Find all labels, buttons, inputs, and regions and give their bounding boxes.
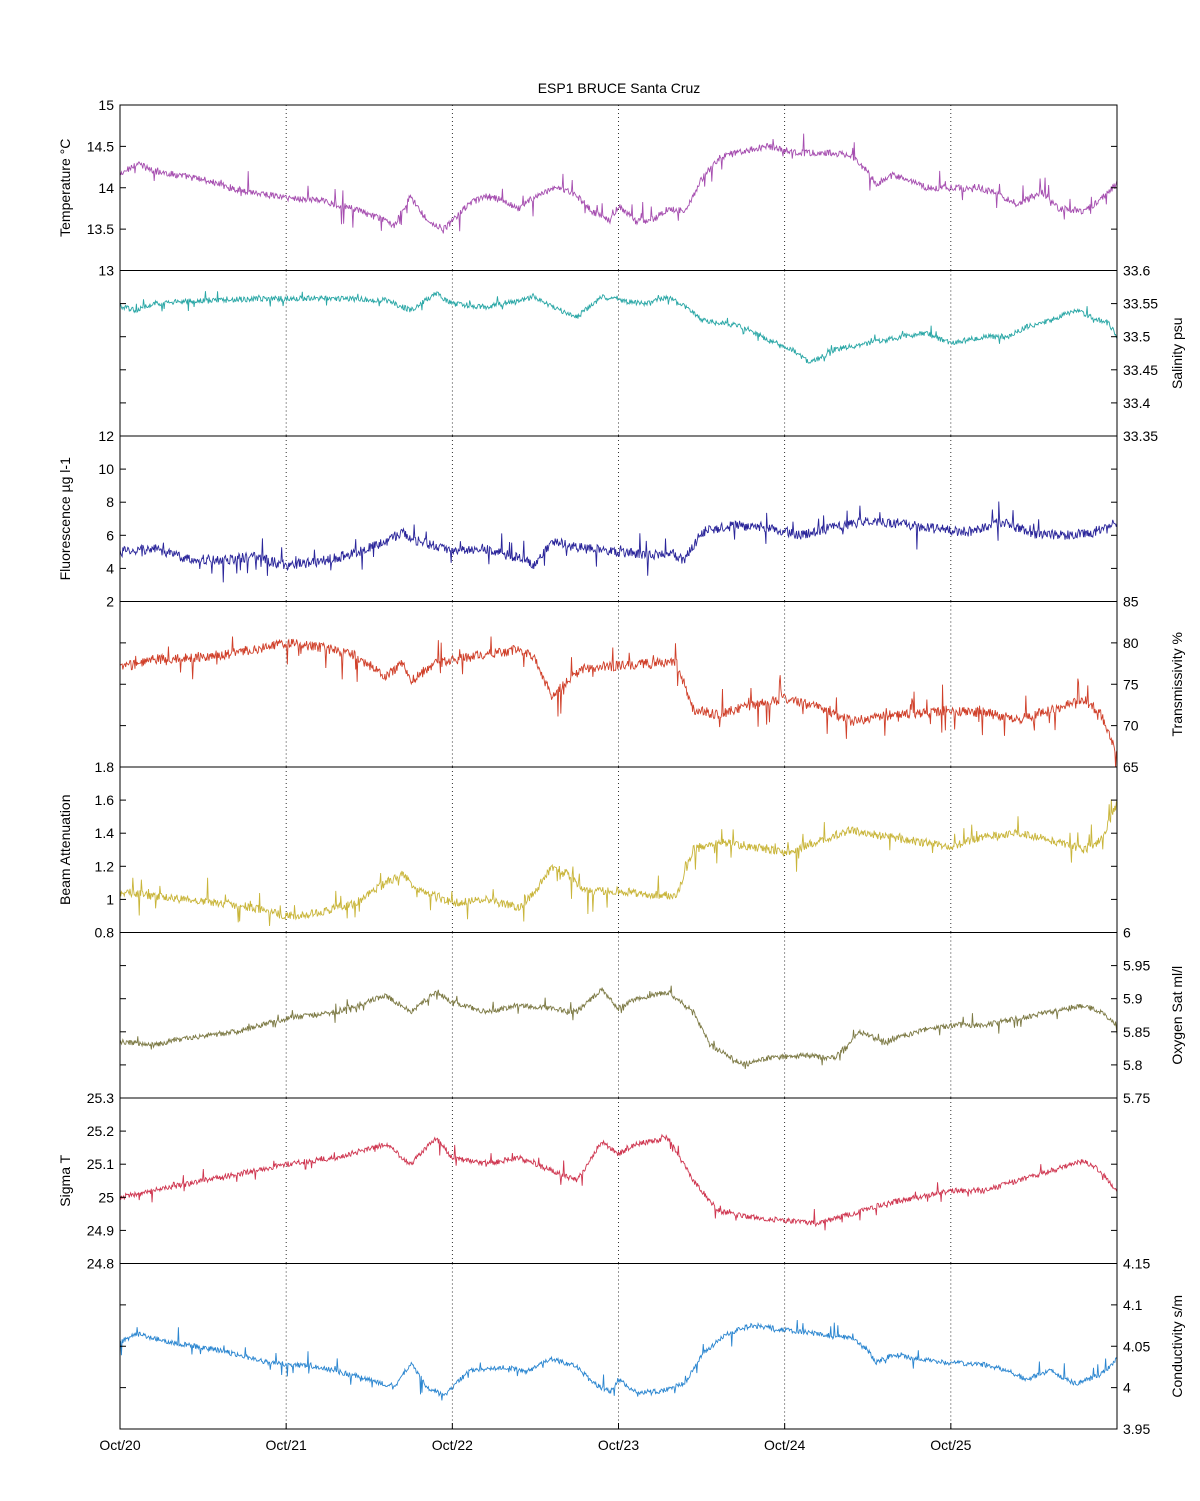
- y-tick-label: 3.95: [1123, 1421, 1150, 1437]
- series-line-transmissivity: [120, 636, 1117, 767]
- y-tick-label: 25.2: [87, 1123, 114, 1139]
- y-tick-label: 33.4: [1123, 395, 1150, 411]
- y-tick-label: 14: [98, 180, 114, 196]
- series-line-sigma_t: [120, 1133, 1117, 1231]
- y-tick-label: 4.15: [1123, 1256, 1150, 1272]
- series-line-temperature: [120, 133, 1117, 234]
- y-tick-label: 65: [1123, 759, 1139, 775]
- y-tick-label: 33.45: [1123, 362, 1158, 378]
- y-tick-label: 12: [98, 428, 114, 444]
- y-axis-label-oxygen_sat: Oxygen Sat ml/l: [1169, 966, 1185, 1065]
- y-tick-label: 25: [98, 1189, 114, 1205]
- y-tick-label: 4: [106, 560, 114, 576]
- x-tick-label: Oct/21: [266, 1437, 307, 1453]
- y-tick-label: 1.6: [95, 792, 115, 808]
- y-tick-label: 85: [1123, 594, 1139, 610]
- y-tick-label: 13.5: [87, 221, 114, 237]
- y-tick-label: 15: [98, 97, 114, 113]
- y-axis-label-salinity: Salinity psu: [1169, 317, 1185, 389]
- y-tick-label: 8: [106, 494, 114, 510]
- y-axis-label-beam_attenuation: Beam Attenuation: [57, 794, 73, 905]
- y-axis-label-fluorescence: Fluorescence µg l-1: [57, 457, 73, 580]
- y-tick-label: 6: [106, 527, 114, 543]
- y-tick-label: 70: [1123, 718, 1139, 734]
- y-tick-label: 24.8: [87, 1256, 114, 1272]
- series-line-oxygen_sat: [120, 985, 1117, 1070]
- series-line-conductivity: [120, 1319, 1117, 1401]
- series-line-fluorescence: [120, 501, 1117, 583]
- x-tick-label: Oct/20: [99, 1437, 140, 1453]
- y-tick-label: 10: [98, 461, 114, 477]
- panel-sigma_t: 24.8 24.9 25 25.1 25.2 25.3 Sigma T: [57, 1090, 1118, 1272]
- y-tick-label: 1.8: [95, 759, 115, 775]
- y-tick-label: 2: [106, 594, 114, 610]
- y-tick-label: 25.1: [87, 1156, 114, 1172]
- y-tick-label: 5.85: [1123, 1024, 1150, 1040]
- y-tick-label: 1.4: [95, 825, 115, 841]
- y-tick-label: 1: [106, 891, 114, 907]
- y-tick-label: 5.75: [1123, 1090, 1150, 1106]
- y-axis-label-sigma_t: Sigma T: [57, 1154, 73, 1206]
- x-tick-label: Oct/25: [930, 1437, 971, 1453]
- y-tick-label: 5.95: [1123, 958, 1150, 974]
- y-tick-label: 14.5: [87, 138, 114, 154]
- y-tick-label: 6: [1123, 925, 1131, 941]
- y-axis-label-conductivity: Conductivity s/m: [1169, 1295, 1185, 1398]
- x-tick-label: Oct/23: [598, 1437, 639, 1453]
- figure-title: ESP1 BRUCE Santa Cruz: [538, 80, 701, 96]
- series-line-beam_attenuation: [120, 799, 1117, 926]
- y-tick-label: 33.55: [1123, 296, 1158, 312]
- panel-oxygen_sat: 5.75 5.8 5.85 5.9 5.95 6 Oxygen Sat ml/l: [119, 925, 1185, 1106]
- y-tick-label: 5.8: [1123, 1057, 1143, 1073]
- y-tick-label: 25.3: [87, 1090, 114, 1106]
- series-line-salinity: [120, 291, 1117, 364]
- y-tick-label: 5.9: [1123, 991, 1143, 1007]
- x-tick-label: Oct/24: [764, 1437, 805, 1453]
- y-tick-label: 4: [1123, 1380, 1131, 1396]
- y-tick-label: 0.8: [95, 925, 115, 941]
- y-tick-label: 33.6: [1123, 263, 1150, 279]
- y-tick-label: 1.2: [95, 858, 115, 874]
- y-tick-label: 4.1: [1123, 1297, 1143, 1313]
- y-tick-label: 4.05: [1123, 1338, 1150, 1354]
- x-tick-label: Oct/22: [432, 1437, 473, 1453]
- y-tick-label: 13: [98, 263, 114, 279]
- y-axis-label-temperature: Temperature °C: [57, 139, 73, 237]
- x-axis: Oct/20 Oct/21 Oct/22 Oct/23 Oct/24 Oct/25: [99, 1423, 972, 1453]
- y-axis-label-transmissivity: Transmissivity %: [1169, 632, 1185, 737]
- y-tick-label: 33.5: [1123, 329, 1150, 345]
- y-tick-label: 33.35: [1123, 428, 1158, 444]
- y-tick-label: 24.9: [87, 1222, 114, 1238]
- y-tick-label: 75: [1123, 676, 1139, 692]
- y-tick-label: 80: [1123, 635, 1139, 651]
